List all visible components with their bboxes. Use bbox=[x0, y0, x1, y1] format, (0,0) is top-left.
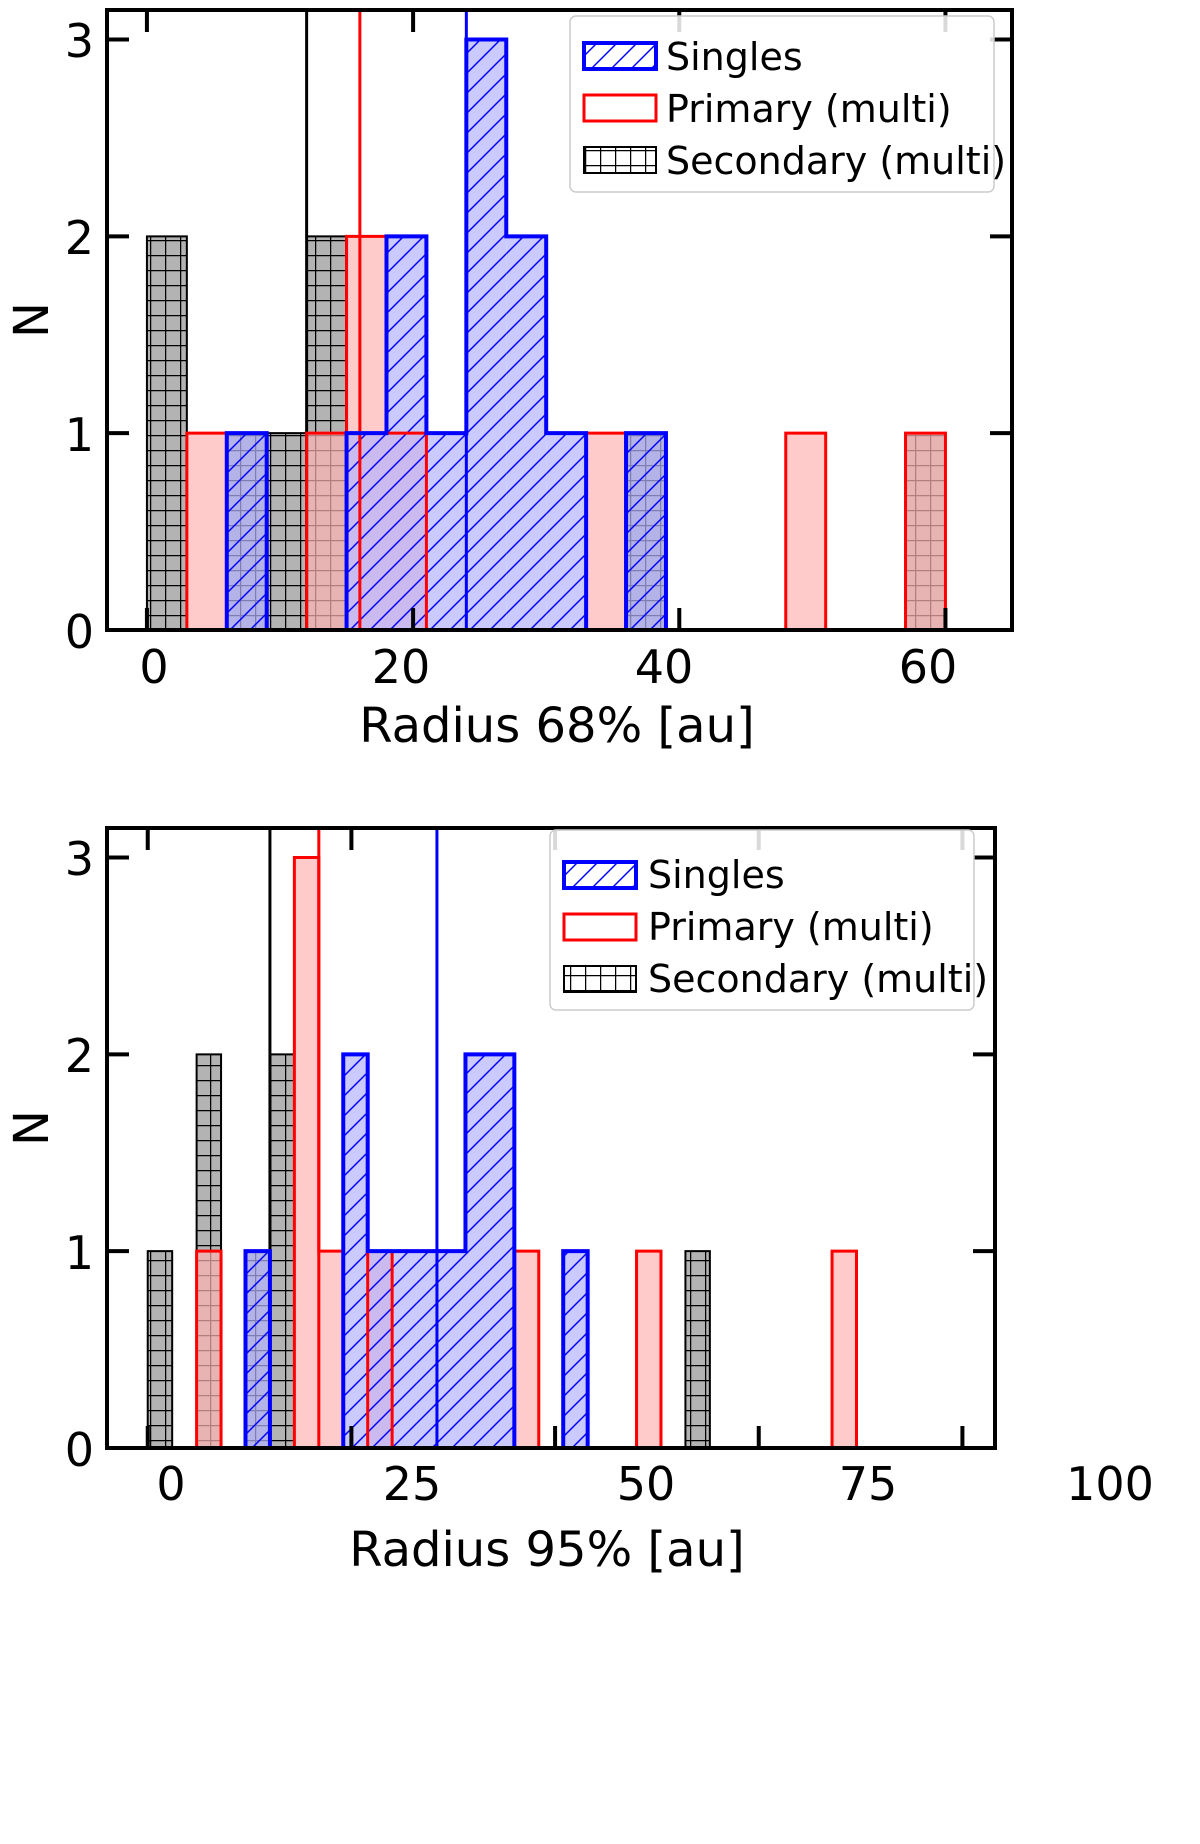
bar-hatch-singles bbox=[245, 1251, 270, 1448]
legend-label-secondary: Secondary (multi) bbox=[666, 139, 1006, 183]
outline-singles bbox=[243, 1052, 590, 1448]
bar-hatch-singles bbox=[546, 433, 587, 630]
xtick-label-50: 50 bbox=[617, 1457, 676, 1511]
tick-labels: 0 1 2 3 0 25 50 75 100 Radius 95% [au] N bbox=[4, 832, 1154, 1578]
bar-hatch-singles bbox=[506, 236, 547, 630]
bar-hatch-singles bbox=[465, 1054, 490, 1448]
bar-primary bbox=[785, 433, 826, 630]
outline-secondary bbox=[146, 1053, 711, 1448]
bar-hatch-singles bbox=[466, 39, 507, 631]
bar-primary bbox=[905, 433, 946, 630]
legend: Singles Primary (multi) Secondary (multi… bbox=[549, 829, 988, 1011]
legend-label-secondary: Secondary (multi) bbox=[648, 957, 988, 1001]
xtick-label-60: 60 bbox=[899, 640, 958, 694]
bar-primary bbox=[196, 1251, 222, 1448]
y-axis-label: N bbox=[4, 302, 60, 338]
bar-hatch-singles bbox=[226, 433, 267, 630]
legend-frame bbox=[569, 15, 995, 193]
ytick-label-3: 3 bbox=[65, 832, 94, 886]
legend-swatch-primary bbox=[582, 93, 658, 123]
histogram-panel-radius-68: 0 1 2 3 0 20 40 60 Radius 68% [au] N Sin… bbox=[4, 8, 1014, 754]
outline-singles bbox=[224, 37, 668, 630]
bar-primary bbox=[586, 433, 627, 630]
y-axis-label: N bbox=[4, 1110, 60, 1146]
bar-hatch-secondary bbox=[146, 236, 187, 630]
bar-primary bbox=[294, 857, 319, 1448]
bar-hatch-singles bbox=[426, 433, 467, 630]
bar-primary bbox=[306, 433, 347, 630]
bar-hatch-singles bbox=[346, 433, 387, 630]
xtick-label-20: 20 bbox=[372, 640, 431, 694]
legend-label-primary: Primary (multi) bbox=[648, 905, 934, 949]
bar-hatch-secondary bbox=[266, 433, 307, 630]
bar-primary bbox=[318, 1251, 344, 1448]
axes-frame bbox=[105, 826, 997, 1450]
bar-hatch-secondary bbox=[685, 1251, 710, 1448]
xtick-label-75: 75 bbox=[839, 1457, 898, 1511]
bar-hatch-singles bbox=[392, 1251, 417, 1448]
legend-swatch-secondary bbox=[583, 146, 657, 174]
bar-hatch-secondary bbox=[269, 1054, 295, 1448]
xtick-label-0: 0 bbox=[156, 1457, 185, 1511]
xtick-label-40: 40 bbox=[635, 640, 694, 694]
bar-hatch-singles bbox=[343, 1054, 368, 1448]
bar-edges bbox=[146, 856, 859, 1448]
bar-primary bbox=[514, 1251, 539, 1448]
legend-swatch-singles bbox=[562, 860, 638, 890]
bar-primary bbox=[832, 1251, 857, 1448]
bar-hatch-singles bbox=[441, 1251, 466, 1448]
bar-hatch-singles bbox=[626, 433, 666, 630]
ytick-label-2: 2 bbox=[65, 211, 94, 265]
ytick-label-0: 0 bbox=[65, 1423, 94, 1477]
legend-label-singles: Singles bbox=[648, 853, 785, 897]
bar-hatch-singles bbox=[367, 1251, 393, 1448]
bar-hatch-singles bbox=[489, 1054, 515, 1448]
legend-label-primary: Primary (multi) bbox=[666, 87, 952, 131]
legend-swatch-secondary bbox=[563, 965, 637, 993]
legend-frame bbox=[549, 829, 975, 1011]
ytick-label-1: 1 bbox=[65, 408, 94, 462]
xtick-label-25: 25 bbox=[383, 1457, 442, 1511]
legend: Singles Primary (multi) Secondary (multi… bbox=[569, 15, 1006, 193]
outline-primary bbox=[185, 234, 947, 630]
x-axis-label: Radius 95% [au] bbox=[349, 1522, 744, 1578]
ytick-label-1: 1 bbox=[65, 1226, 94, 1280]
ytick-label-2: 2 bbox=[65, 1029, 94, 1083]
bar-hatch-singles bbox=[563, 1251, 588, 1448]
bar-hatch-secondary bbox=[147, 1251, 173, 1448]
bar-primary bbox=[636, 1251, 661, 1448]
legend-label-singles: Singles bbox=[666, 35, 803, 79]
xtick-label-100: 100 bbox=[1066, 1457, 1154, 1511]
axes bbox=[105, 826, 997, 1450]
legend-swatch-primary bbox=[562, 912, 638, 942]
x-axis-label: Radius 68% [au] bbox=[359, 698, 754, 754]
ytick-label-3: 3 bbox=[65, 14, 94, 68]
histogram-panel-radius-95: 0 1 2 3 0 25 50 75 100 Radius 95% [au] N… bbox=[4, 826, 1154, 1578]
legend-swatch-singles bbox=[582, 41, 658, 71]
axes-frame bbox=[105, 8, 1014, 632]
tick-labels: 0 1 2 3 0 20 40 60 Radius 68% [au] N bbox=[4, 14, 957, 754]
bar-primary bbox=[186, 433, 227, 630]
ytick-label-0: 0 bbox=[65, 605, 94, 659]
bar-edges bbox=[145, 37, 947, 630]
xtick-label-0: 0 bbox=[139, 640, 168, 694]
